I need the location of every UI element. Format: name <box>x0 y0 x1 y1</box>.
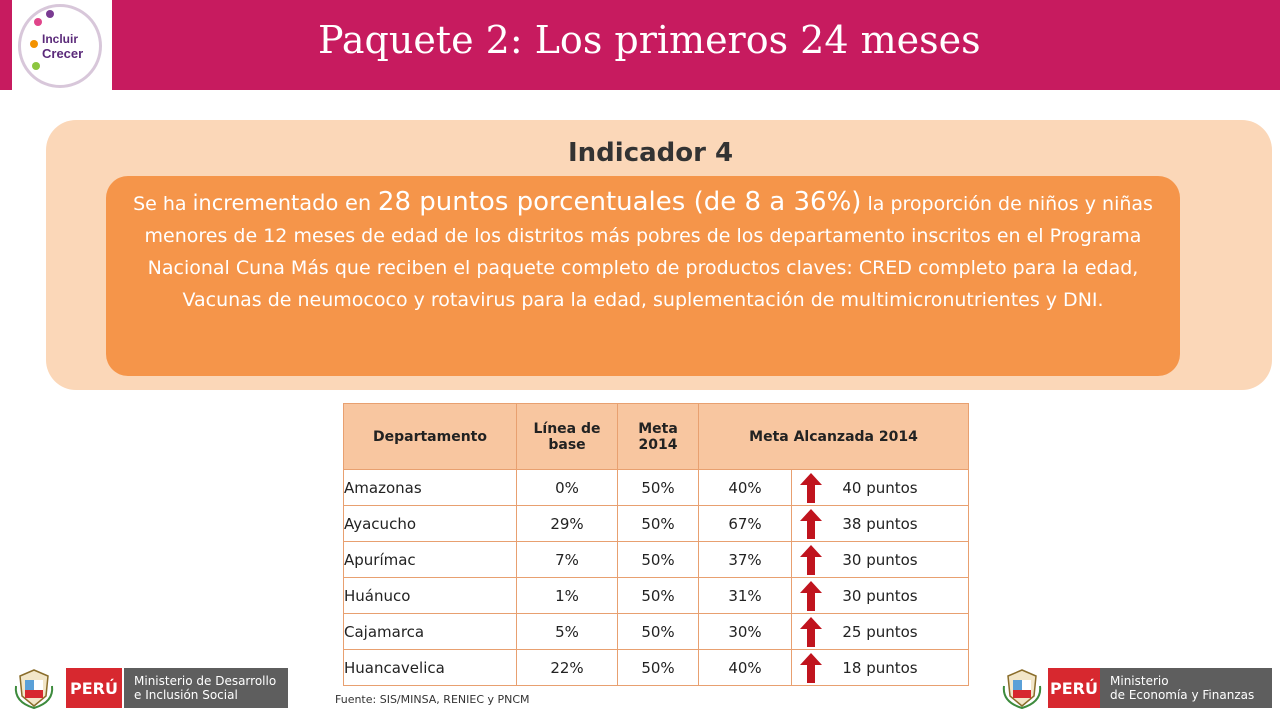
logo-dot <box>34 18 42 26</box>
table-row: Ayacucho 29% 50% 67% 38 puntos <box>343 505 969 542</box>
ministry-name: Ministerio de Desarrollo e Inclusión Soc… <box>124 668 288 708</box>
logo-dot <box>46 10 54 18</box>
ministry-line: Ministerio de Desarrollo <box>134 674 277 688</box>
cell-meta-alcanzada: 31% <box>698 577 792 614</box>
cell-departamento: Huánuco <box>343 577 517 614</box>
cell-puntos: 30 puntos <box>791 577 969 614</box>
desc-part: incrementado en <box>192 191 378 215</box>
cell-puntos: 40 puntos <box>791 469 969 506</box>
logo-dot <box>32 62 40 70</box>
cell-linea-base: 0% <box>516 469 618 506</box>
table-row: Huancavelica 22% 50% 40% 18 puntos <box>343 649 969 686</box>
puntos-label: 30 puntos <box>842 550 918 569</box>
up-arrow-icon <box>800 545 822 575</box>
indicator-description-box <box>106 176 1180 376</box>
cell-meta-alcanzada: 67% <box>698 505 792 542</box>
ministry-line: Ministerio <box>1110 674 1169 688</box>
table-row: Huánuco 1% 50% 31% 30 puntos <box>343 577 969 614</box>
cell-meta: 50% <box>617 649 699 686</box>
cell-departamento: Ayacucho <box>343 505 517 542</box>
header-departamento: Departamento <box>343 403 517 470</box>
puntos-label: 25 puntos <box>842 622 918 641</box>
logo-dot <box>30 40 38 48</box>
header-linea-base: Línea de base <box>516 403 618 470</box>
mef-logo: PERÚ Ministerio de Economía y Finanzas <box>1000 664 1272 712</box>
indicator-title: Indicador 4 <box>568 138 734 168</box>
cell-linea-base: 1% <box>516 577 618 614</box>
cell-linea-base: 5% <box>516 613 618 650</box>
up-arrow-icon <box>800 509 822 539</box>
puntos-label: 18 puntos <box>842 658 918 677</box>
cell-departamento: Cajamarca <box>343 613 517 650</box>
results-table: Departamento Línea de base Meta 2014 Met… <box>343 403 969 686</box>
peru-label: PERÚ <box>66 668 122 708</box>
source-note: Fuente: SIS/MINSA, RENIEC y PNCM <box>335 693 530 706</box>
logo-text: Crecer <box>42 46 84 61</box>
peru-crest-icon <box>1002 669 1042 710</box>
header-bar: Incluir Crecer Paquete 2: Los primeros 2… <box>0 0 1280 90</box>
cell-meta: 50% <box>617 505 699 542</box>
cell-departamento: Apurímac <box>343 541 517 578</box>
cell-puntos: 30 puntos <box>791 541 969 578</box>
midis-logo: PERÚ Ministerio de Desarrollo e Inclusió… <box>12 664 288 712</box>
cell-meta: 50% <box>617 541 699 578</box>
up-arrow-icon <box>800 581 822 611</box>
header-meta: Meta 2014 <box>617 403 699 470</box>
puntos-label: 40 puntos <box>842 478 918 497</box>
logo-text: Incluir <box>42 32 79 46</box>
up-arrow-icon <box>800 653 822 683</box>
peru-label: PERÚ <box>1048 668 1100 708</box>
table-row: Cajamarca 5% 50% 30% 25 puntos <box>343 613 969 650</box>
ministry-name: Ministerio de Economía y Finanzas <box>1100 668 1272 708</box>
incluir-crecer-logo: Incluir Crecer <box>12 0 112 90</box>
cell-departamento: Amazonas <box>343 469 517 506</box>
cell-meta: 50% <box>617 469 699 506</box>
ministry-line: de Economía y Finanzas <box>1110 688 1255 702</box>
cell-meta-alcanzada: 40% <box>698 649 792 686</box>
up-arrow-icon <box>800 473 822 503</box>
cell-puntos: 25 puntos <box>791 613 969 650</box>
cell-departamento: Huancavelica <box>343 649 517 686</box>
cell-meta: 50% <box>617 577 699 614</box>
cell-linea-base: 22% <box>516 649 618 686</box>
up-arrow-icon <box>800 617 822 647</box>
cell-linea-base: 29% <box>516 505 618 542</box>
cell-puntos: 18 puntos <box>791 649 969 686</box>
cell-meta-alcanzada: 40% <box>698 469 792 506</box>
cell-meta-alcanzada: 30% <box>698 613 792 650</box>
table-header-row: Departamento Línea de base Meta 2014 Met… <box>343 403 969 470</box>
cell-meta: 50% <box>617 613 699 650</box>
desc-highlight: 28 puntos porcentuales (de 8 a 36%) <box>377 187 862 217</box>
desc-part: Se ha <box>133 193 193 215</box>
ministry-line: e Inclusión Social <box>134 688 238 702</box>
peru-crest-icon <box>14 669 54 710</box>
table-row: Apurímac 7% 50% 37% 30 puntos <box>343 541 969 578</box>
desc-part: la proporción de niños y niñas menores d… <box>144 193 1153 311</box>
table-row: Amazonas 0% 50% 40% 40 puntos <box>343 469 969 506</box>
puntos-label: 30 puntos <box>842 586 918 605</box>
cell-linea-base: 7% <box>516 541 618 578</box>
page-title: Paquete 2: Los primeros 24 meses <box>318 18 981 62</box>
puntos-label: 38 puntos <box>842 514 918 533</box>
header-meta-alcanzada: Meta Alcanzada 2014 <box>698 403 969 470</box>
indicator-description: Se ha incrementado en 28 puntos porcentu… <box>120 186 1166 316</box>
cell-meta-alcanzada: 37% <box>698 541 792 578</box>
table-body: Amazonas 0% 50% 40% 40 puntos Ayacucho 29% 50% 6… <box>343 469 969 686</box>
logo-ring <box>18 4 102 88</box>
cell-puntos: 38 puntos <box>791 505 969 542</box>
